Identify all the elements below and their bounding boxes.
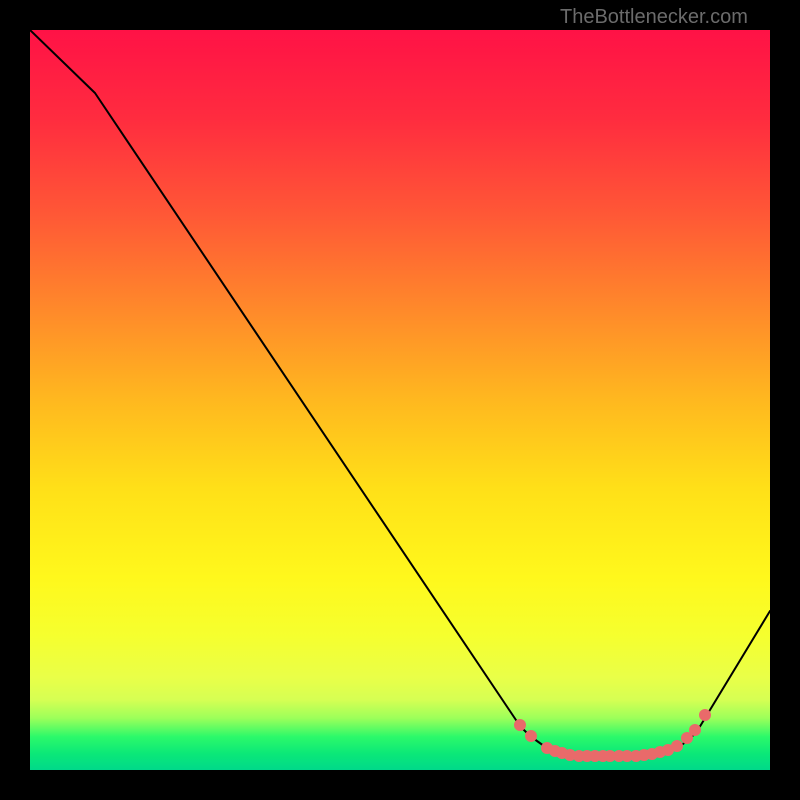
watermark-text: TheBottlenecker.com <box>560 6 748 29</box>
plot-area <box>30 30 770 770</box>
gradient-background <box>30 30 770 770</box>
